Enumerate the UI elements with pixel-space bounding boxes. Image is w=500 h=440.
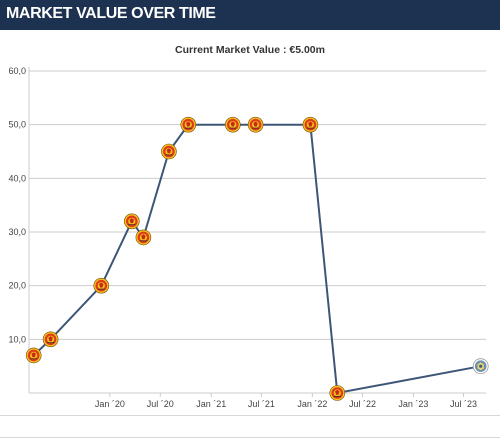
x-tick-label: Jan ´23 [398, 399, 428, 409]
club-crest-icon [247, 116, 264, 133]
y-tick-label: 60,0 [8, 66, 26, 76]
club-crest-icon [42, 331, 59, 348]
y-tick-label: 50,0 [8, 120, 26, 130]
page-title: MARKET VALUE OVER TIME [6, 5, 216, 22]
y-tick-label: 20,0 [8, 281, 26, 291]
page-header: MARKET VALUE OVER TIME [0, 0, 500, 30]
club-crest-icon [161, 143, 177, 160]
club-crest-icon [135, 229, 152, 246]
x-tick-label: Jul ´23 [450, 399, 477, 409]
y-tick-label: 10,0 [8, 334, 26, 344]
footer-divider [0, 437, 500, 438]
footer-divider [0, 415, 500, 416]
x-tick-label: Jul ´22 [349, 399, 376, 409]
club-crest-icon [329, 385, 346, 401]
x-tick-label: Jan ´21 [196, 399, 226, 409]
current-club-crest-icon [472, 358, 489, 375]
x-tick-label: Jan ´20 [95, 399, 125, 409]
club-crest-icon [302, 116, 319, 133]
club-crest-icon [225, 116, 241, 133]
series-line [33, 123, 481, 395]
club-crest-icon [93, 277, 110, 294]
y-tick-label: 40,0 [8, 173, 26, 183]
club-crest-icon [124, 213, 140, 230]
x-tick-label: Jul ´20 [147, 399, 174, 409]
current-market-value: Current Market Value : €5.00m [175, 44, 325, 56]
x-tick-label: Jan ´22 [297, 399, 327, 409]
y-tick-label: 30,0 [8, 227, 26, 237]
club-crest-icon [25, 347, 42, 364]
x-tick-label: Jul ´21 [248, 399, 275, 409]
club-crest-icon [180, 116, 197, 133]
